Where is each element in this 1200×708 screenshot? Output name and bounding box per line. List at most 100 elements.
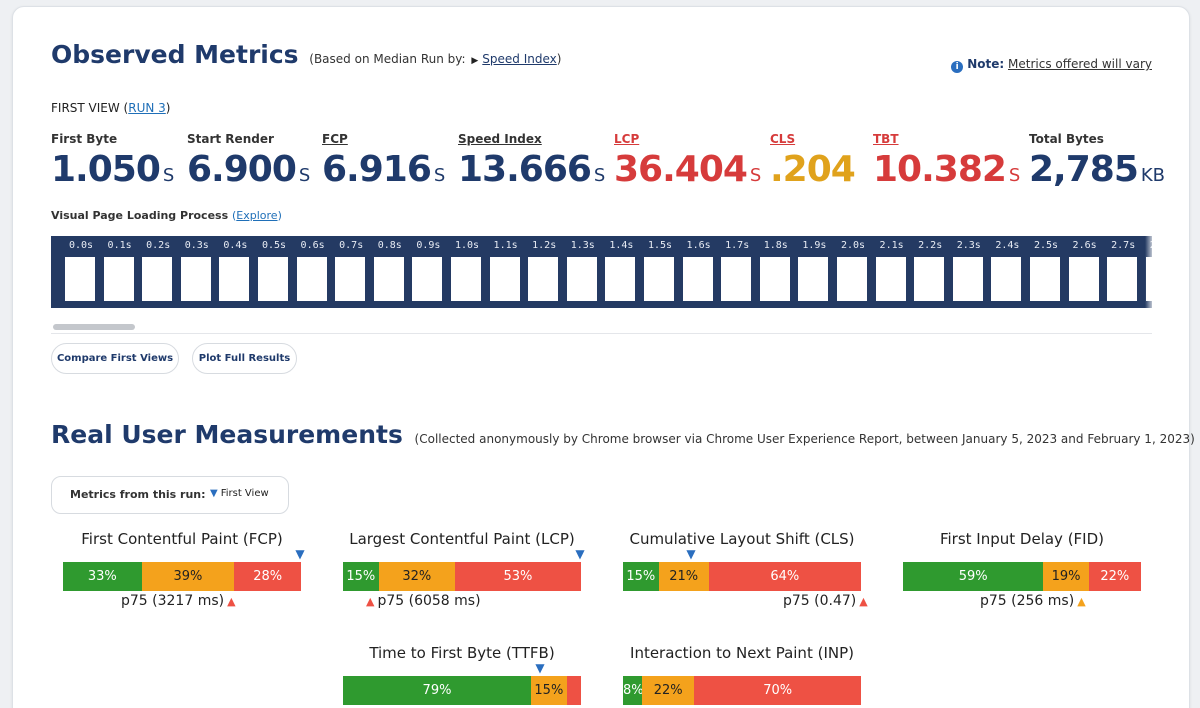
- frame-thumbnail[interactable]: [1107, 257, 1138, 301]
- median-metric-link[interactable]: Speed Index: [482, 52, 557, 66]
- first-view-close: ): [165, 101, 171, 115]
- filmstrip-frame[interactable]: 2.7s: [1104, 236, 1142, 308]
- first-view-text: FIRST VIEW (: [51, 101, 129, 115]
- p75-marker-icon: ▲: [1077, 595, 1086, 608]
- metric-label-link[interactable]: CLS: [770, 132, 796, 146]
- metric-unit: KB: [1140, 165, 1166, 186]
- frame-time: 0.5s: [261, 240, 287, 251]
- scrollbar-thumb[interactable]: [53, 324, 135, 330]
- filmstrip-frame[interactable]: 2.5s: [1027, 236, 1065, 308]
- frame-thumbnail[interactable]: [142, 257, 173, 301]
- frame-thumbnail[interactable]: [1030, 257, 1060, 301]
- frame-time: 1.8s: [763, 240, 788, 251]
- frame-thumbnail[interactable]: [798, 257, 829, 301]
- filmstrip-frame[interactable]: 0.9s: [409, 236, 447, 308]
- frame-thumbnail[interactable]: [566, 257, 597, 301]
- filmstrip-frame[interactable]: 0.4s: [216, 236, 254, 308]
- first-view-label: FIRST VIEW (RUN 3): [51, 101, 170, 115]
- p75-marker-icon: ▲: [366, 595, 375, 608]
- frame-thumbnail[interactable]: [682, 257, 713, 301]
- filmstrip-frame[interactable]: 1.1s: [487, 236, 525, 308]
- frame-thumbnail[interactable]: [335, 257, 366, 301]
- filmstrip-frame[interactable]: 2.4s: [988, 236, 1026, 308]
- frame-thumbnail[interactable]: [373, 257, 404, 301]
- frame-time: 1.3s: [570, 240, 595, 251]
- frame-thumbnail[interactable]: [759, 257, 790, 301]
- filmstrip-scrollbar[interactable]: [51, 320, 1152, 334]
- frame-time: 1.9s: [802, 240, 827, 251]
- metric-label-link[interactable]: FCP: [322, 132, 348, 146]
- frame-thumbnail[interactable]: [296, 257, 327, 301]
- filmstrip-frame[interactable]: 1.3s: [564, 236, 602, 308]
- filmstrip-frame[interactable]: 0.7s: [332, 236, 370, 308]
- run-link[interactable]: RUN 3: [128, 101, 166, 115]
- metric-label: Start Render: [187, 132, 274, 146]
- poor-segment: [566, 676, 581, 705]
- observed-metrics-title: Observed Metrics (Based on Median Run by…: [51, 40, 561, 69]
- frame-thumbnail[interactable]: [103, 257, 134, 301]
- metric-label: First Byte: [51, 132, 118, 146]
- filmstrip-frame[interactable]: 1.4s: [602, 236, 640, 308]
- filmstrip-frame[interactable]: 2.2s: [911, 236, 949, 308]
- filmstrip-frame[interactable]: 0.6s: [294, 236, 332, 308]
- filmstrip-frame[interactable]: 0.8s: [371, 236, 409, 308]
- play-triangle-icon: ▶: [471, 56, 479, 66]
- filmstrip-frame[interactable]: 1.5s: [641, 236, 679, 308]
- frame-time: 0.9s: [416, 240, 441, 251]
- frame-thumbnail[interactable]: [721, 257, 752, 301]
- rum-card-title: Cumulative Layout Shift (CLS): [629, 530, 855, 548]
- metric-label-link[interactable]: LCP: [614, 132, 640, 146]
- metric-label: Total Bytes: [1029, 132, 1104, 146]
- filmstrip-frame[interactable]: 0.3s: [178, 236, 216, 308]
- filmstrip-frame[interactable]: 0.0s: [62, 236, 100, 308]
- filmstrip-frame[interactable]: 0.2s: [139, 236, 177, 308]
- frame-thumbnail[interactable]: [605, 257, 636, 301]
- frame-thumbnail[interactable]: [914, 257, 945, 301]
- filmstrip-frame[interactable]: 2.3s: [950, 236, 988, 308]
- note-text[interactable]: Metrics offered will vary: [1008, 57, 1152, 71]
- compare-first-views-button[interactable]: Compare First Views: [51, 343, 179, 374]
- filmstrip-frame[interactable]: 1.9s: [795, 236, 833, 308]
- filmstrip-frame[interactable]: 1.6s: [680, 236, 718, 308]
- metric-label-link[interactable]: TBT: [873, 132, 899, 146]
- p75-marker-icon: ▲: [227, 595, 236, 608]
- filmstrip-frame[interactable]: 1.8s: [757, 236, 795, 308]
- filmstrip-frame[interactable]: 2.0s: [834, 236, 872, 308]
- frame-thumbnail[interactable]: [65, 257, 95, 301]
- first-view-marker-icon: ▼: [575, 547, 585, 561]
- good-segment: 15%: [623, 562, 659, 591]
- poor-segment: 70%: [694, 676, 861, 705]
- frame-thumbnail[interactable]: [991, 257, 1022, 301]
- filmstrip[interactable]: 0.0s 0.1s 0.2s 0.3s 0.4s 0.5s 0.6s 0.7s 0.8s 0.9s…: [51, 236, 1152, 308]
- frame-thumbnail[interactable]: [219, 257, 250, 301]
- frame-thumbnail[interactable]: [451, 257, 481, 301]
- filmstrip-frame[interactable]: 1.2s: [525, 236, 563, 308]
- frame-thumbnail[interactable]: [489, 257, 520, 301]
- good-segment: 59%: [903, 562, 1044, 591]
- metric-value: 2,785: [1029, 149, 1139, 190]
- frame-thumbnail[interactable]: [180, 257, 211, 301]
- frame-thumbnail[interactable]: [528, 257, 559, 301]
- frame-thumbnail[interactable]: [644, 257, 674, 301]
- frame-thumbnail[interactable]: [837, 257, 867, 301]
- frame-thumbnail[interactable]: [875, 257, 906, 301]
- filmstrip-frame[interactable]: 2.6s: [1066, 236, 1104, 308]
- frame-thumbnail[interactable]: [952, 257, 983, 301]
- poor-segment: 64%: [708, 562, 861, 591]
- distribution-bar: 8% 22% 70%: [623, 676, 861, 705]
- frame-thumbnail[interactable]: [1068, 257, 1099, 301]
- filmstrip-frame[interactable]: 1.0s: [448, 236, 486, 308]
- explore-link[interactable]: Explore: [236, 209, 278, 222]
- frame-thumbnail[interactable]: [258, 257, 288, 301]
- plot-full-results-button[interactable]: Plot Full Results: [192, 343, 297, 374]
- metric-label-link[interactable]: Speed Index: [458, 132, 542, 146]
- frame-time: 2.4s: [995, 240, 1020, 251]
- filmstrip-frame[interactable]: 0.1s: [101, 236, 139, 308]
- note-label: Note:: [967, 57, 1005, 71]
- filmstrip-frame[interactable]: 1.7s: [718, 236, 756, 308]
- filmstrip-frame[interactable]: 0.5s: [255, 236, 293, 308]
- p75-value: p75 (3217 ms): [121, 593, 225, 609]
- frame-time: 1.4s: [609, 240, 634, 251]
- frame-thumbnail[interactable]: [412, 257, 443, 301]
- filmstrip-frame[interactable]: 2.1s: [873, 236, 911, 308]
